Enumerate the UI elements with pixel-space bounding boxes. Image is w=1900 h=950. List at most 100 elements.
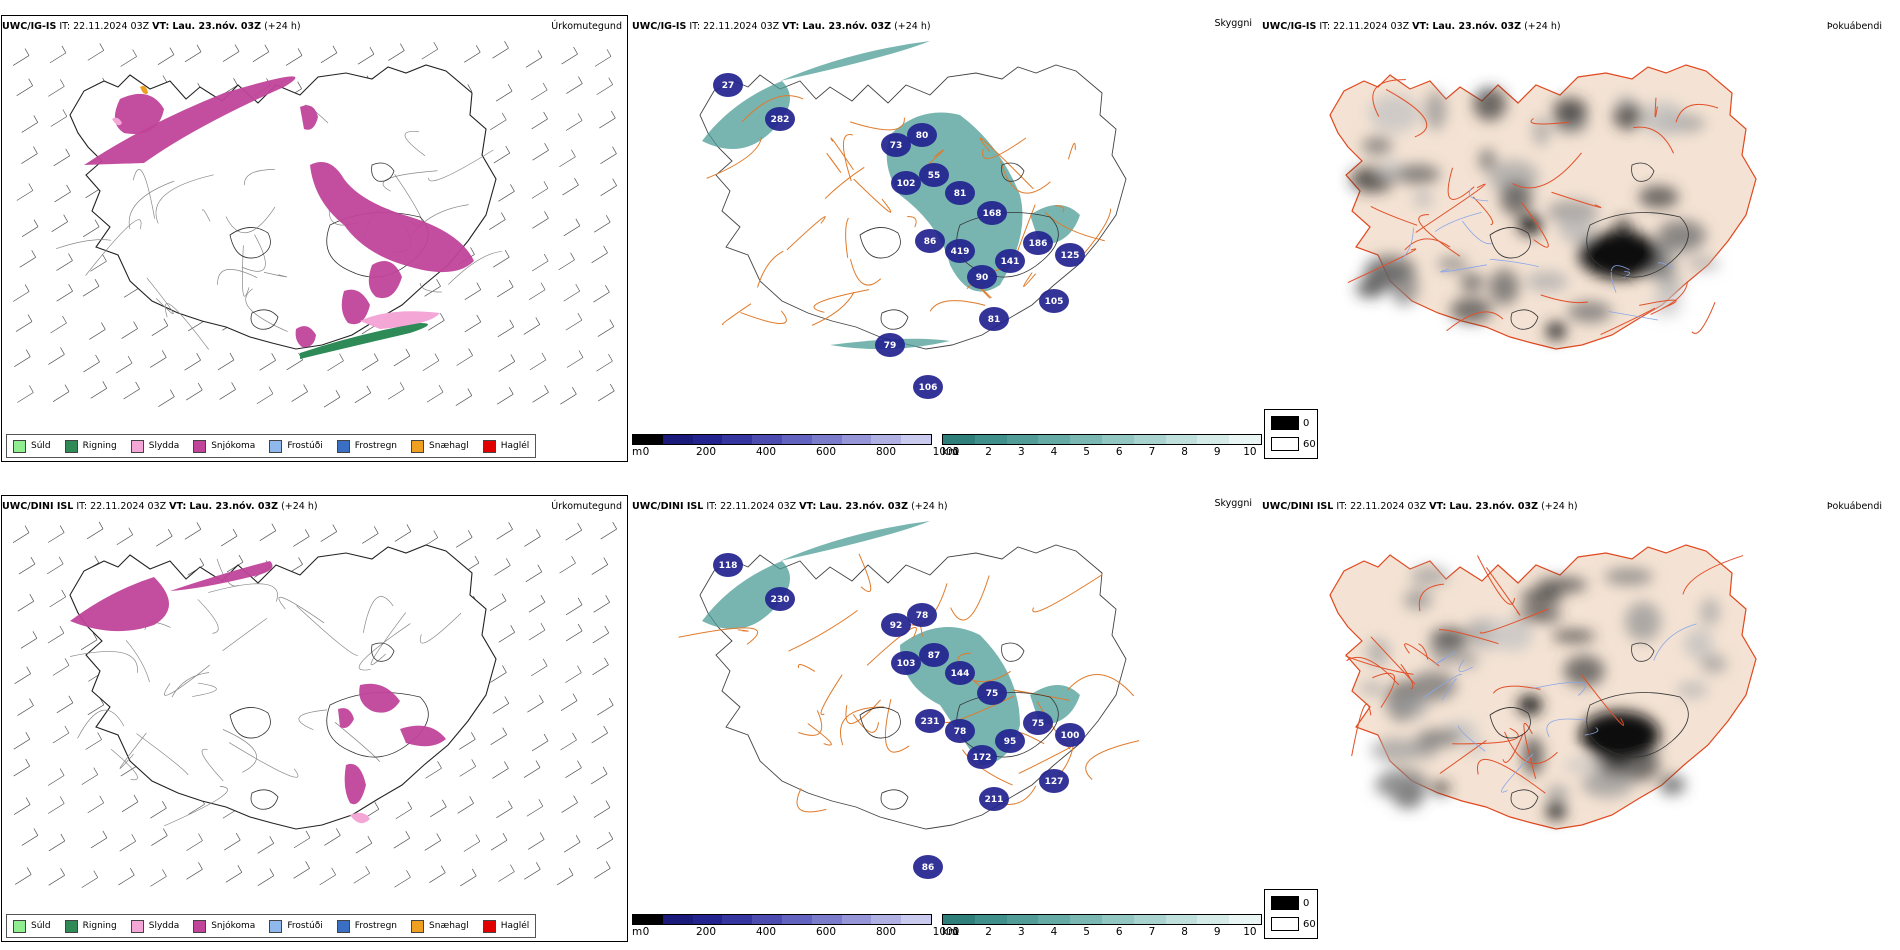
wind-barb <box>597 319 615 337</box>
wind-barb-flag <box>612 521 617 530</box>
wind-barb-flag <box>24 48 30 56</box>
legend-item-snow-pellets: Snæhagl <box>411 439 469 453</box>
wind-barb-shaft <box>566 357 584 368</box>
wind-barb-shaft <box>600 185 617 196</box>
fog-cell <box>1408 671 1457 701</box>
wind-barb <box>528 594 546 613</box>
cloud-base-area <box>713 73 743 97</box>
wind-barb <box>224 832 241 851</box>
wind-barb-shaft <box>224 839 241 851</box>
river-line <box>1440 264 1487 273</box>
wind-barb-shaft <box>560 739 577 751</box>
wind-barb <box>48 79 65 97</box>
wind-barb <box>47 768 65 786</box>
road-line <box>1682 555 1744 595</box>
wind-barb-shaft <box>592 664 609 676</box>
colorbar-bin <box>1229 915 1261 924</box>
wind-barb-flag <box>303 384 308 392</box>
fog-cell <box>1684 628 1714 659</box>
wind-barb-flag <box>573 46 578 55</box>
road-line <box>242 245 250 297</box>
wind-barb <box>556 867 574 886</box>
wind-barb <box>594 214 611 233</box>
wind-barb-flag <box>133 321 138 329</box>
fog-cell <box>1650 295 1682 317</box>
wind-barb-flag <box>99 43 105 51</box>
wind-barb-flag <box>198 833 203 841</box>
wind-barb <box>158 389 175 407</box>
cloud-base-value-label: 95 <box>1004 737 1017 747</box>
wind-barb-flag <box>537 50 543 58</box>
wind-barb-shaft <box>90 388 107 399</box>
wind-barb-flag <box>608 77 613 85</box>
wind-barb <box>291 384 308 402</box>
wind-barb <box>565 760 582 778</box>
wind-barb-shaft <box>52 665 70 676</box>
colorbar-tick-label: 200 <box>695 926 717 938</box>
wind-barb-shaft <box>47 632 65 644</box>
wind-barb <box>119 834 137 852</box>
wind-barb-flag <box>575 283 581 292</box>
snow-area <box>70 577 169 632</box>
wind-barb-flag <box>504 761 509 769</box>
wind-barb-flag <box>571 149 576 157</box>
cloud-base-area <box>765 587 795 611</box>
glacier-outline <box>859 707 901 739</box>
wind-barb-flag <box>608 353 613 362</box>
colorbar-bin <box>1006 435 1039 444</box>
wind-barb-shaft <box>48 354 65 365</box>
wind-barb-flag <box>28 183 34 191</box>
fog-cell <box>1388 692 1429 719</box>
legend-swatch <box>411 919 425 933</box>
road-line <box>1385 89 1428 138</box>
wind-barb <box>561 795 578 813</box>
wind-barb <box>428 313 445 331</box>
wind-barb-shaft <box>565 672 582 683</box>
wind-barb <box>115 355 133 374</box>
snow-area <box>344 763 366 805</box>
wind-barb-flag <box>98 521 104 530</box>
wind-barb-flag <box>405 831 411 839</box>
wind-barb-shaft <box>559 562 576 574</box>
fog-swatch-black <box>1271 416 1299 430</box>
rain-area <box>300 323 428 359</box>
river-line <box>1546 718 1588 738</box>
visibility-colorbar: 1 2 3 4 5 6 7 8 9 10 <box>942 434 1262 458</box>
wind-barb-shaft <box>121 328 138 339</box>
glacier-outline <box>859 227 901 259</box>
wind-barb-shaft <box>425 767 442 779</box>
wind-barb <box>565 665 582 683</box>
wind-barb-flag <box>231 382 236 390</box>
wind-barb-shaft <box>599 117 616 129</box>
road-line <box>110 748 138 781</box>
wind-barb <box>596 831 614 850</box>
wind-barb-flag <box>436 833 442 841</box>
road-line <box>786 216 826 251</box>
wind-barb-flag <box>268 386 274 394</box>
road-line <box>1580 673 1625 726</box>
wind-barb-flag <box>373 526 379 534</box>
wind-barb-flag <box>196 44 202 53</box>
wind-barb <box>89 322 106 340</box>
road-line <box>1044 211 1105 242</box>
colorbar-bin <box>781 915 812 924</box>
wind-barb-flag <box>61 589 67 598</box>
wind-barb-flag <box>97 732 102 740</box>
snow-area <box>368 261 402 299</box>
wind-barb-shaft <box>591 564 608 575</box>
colorbar-bin <box>811 435 842 444</box>
wind-barb <box>48 833 66 852</box>
river-line <box>1396 227 1414 263</box>
snow-area <box>84 76 296 165</box>
wind-barb-flag <box>501 212 506 220</box>
wind-barb-shaft <box>56 290 73 302</box>
wind-barb <box>395 801 413 820</box>
colorbar-bin <box>1197 915 1230 924</box>
river-line <box>1435 650 1457 665</box>
wind-barb-flag <box>374 802 380 810</box>
wind-barb-shaft <box>291 391 308 402</box>
wind-barb <box>490 727 507 745</box>
wind-barb-shaft <box>186 389 203 401</box>
wind-barb-flag <box>33 115 39 123</box>
colorbar-bin <box>781 435 812 444</box>
